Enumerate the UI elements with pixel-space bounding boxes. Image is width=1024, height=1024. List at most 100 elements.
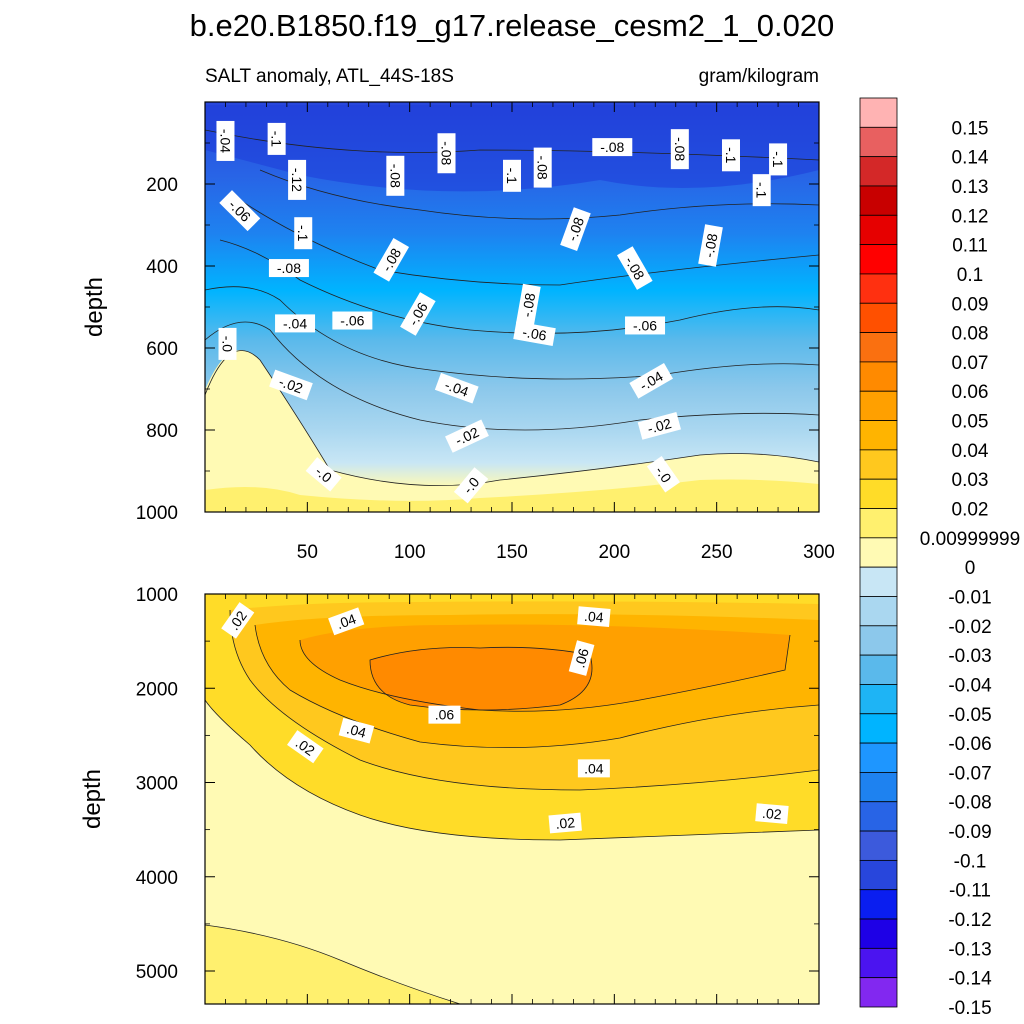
contour-label: -.08: [516, 283, 541, 327]
contour-label-text: -.06: [633, 317, 657, 333]
colorbar-swatch: [859, 772, 898, 803]
contour-label-text: .04: [334, 610, 358, 632]
colorbar-swatch: [859, 214, 898, 246]
colorbar-swatch: [859, 625, 898, 656]
contour-label-box: [338, 717, 375, 744]
contour-label-box: [400, 292, 436, 336]
colorbar-swatch: [859, 801, 898, 832]
contour-label-box: [617, 246, 653, 290]
contour-label-box: [646, 456, 681, 493]
y-tick-label: 800: [146, 421, 178, 442]
x-tick-label: 50: [297, 542, 318, 563]
contour-label: -.08: [592, 138, 633, 157]
contour-label: -.0: [218, 327, 237, 360]
colorbar-swatch: [859, 332, 898, 363]
colorbar-tick-label: -0.03: [948, 646, 991, 667]
colorbar-tick-label: -0.01: [948, 587, 991, 608]
contour-label-box: [267, 122, 286, 155]
contour-label-box: [218, 327, 237, 360]
contour-label-text: -.08: [600, 139, 624, 155]
contour-label: .02: [755, 803, 789, 824]
left-subtitle: SALT anomaly, ATL_44S-18S: [205, 66, 454, 87]
contour-label-text: -.06: [340, 313, 364, 329]
colorbar-tick-label: -0.14: [948, 969, 992, 990]
colorbar-tick-label: 0.04: [952, 441, 989, 462]
contour-label-box: [637, 412, 682, 440]
contour-label-text: -.0: [220, 336, 236, 353]
lower-panel-field: [205, 594, 819, 1004]
contour-label-box: [275, 314, 316, 333]
contour-label-text: -.08: [387, 164, 403, 188]
contour-label: -.02: [637, 412, 682, 440]
contour-label-box: [698, 224, 723, 267]
contour-label: -.04: [434, 372, 479, 404]
contour-label-box: [287, 730, 324, 764]
contour-label-box: [755, 803, 789, 824]
contour-label-box: [221, 602, 255, 639]
colorbar: 0.15 0.14 0.13 0.12 0.11 0.1 0.09 0.08 0.07 0.06 0…: [859, 97, 1020, 1019]
contour-label-text: .06: [571, 646, 592, 669]
colorbar-tick-label: 0.11: [952, 236, 988, 257]
x-tick-label: 300: [803, 542, 835, 563]
upper-contour-line: [259, 169, 819, 220]
colorbar-swatch: [859, 156, 898, 187]
contour-label-box: [294, 217, 313, 250]
contour-label-text: -.08: [439, 141, 455, 165]
contour-label-text: -.1: [504, 168, 520, 185]
y-tick-label: 2000: [136, 679, 178, 700]
colorbar-tick-label: -0.11: [949, 881, 991, 902]
contour-label: -.04: [275, 314, 316, 333]
contour-label-box: [629, 363, 673, 399]
chart-title: b.e20.B1850.f19_g17.release_cesm2_1_0.02…: [190, 8, 835, 43]
y-tick-label: 1000: [136, 585, 178, 606]
contour-label-box: [516, 283, 541, 327]
contour-label-text: .02: [555, 814, 576, 832]
colorbar-tick-label: 0.09: [952, 294, 989, 315]
y-tick-label: 4000: [136, 868, 178, 889]
colorbar-tick-label: 0.07: [952, 353, 989, 374]
colorbar-tick-label: 0.05: [952, 412, 989, 433]
contour-label-box: [513, 321, 556, 346]
contour-label: .04: [577, 606, 611, 627]
upper-y-axis-label: depth: [81, 277, 108, 337]
colorbar-swatch: [859, 537, 898, 568]
contour-label: .06: [568, 640, 595, 676]
x-tick-label: 150: [496, 542, 528, 563]
contour-label-text: -.08: [564, 215, 587, 243]
upper-contour-line: [239, 199, 819, 286]
colorbar-tick-label: 0.14: [952, 148, 989, 169]
colorbar-swatch: [859, 302, 898, 333]
colorbar-swatch: [859, 361, 898, 392]
contour-label: .04: [328, 607, 365, 636]
colorbar-tick-label: -0.15: [948, 998, 991, 1019]
contour-label-box: [437, 133, 456, 174]
units-label: gram/kilogram: [699, 66, 819, 87]
contour-label-box: [269, 369, 313, 401]
contour-label: -.06: [625, 316, 666, 335]
colorbar-tick-label: -0.07: [948, 763, 991, 784]
y-tick-label: 400: [146, 257, 178, 278]
colorbar-swatch: [859, 449, 898, 480]
contour-label-box: [288, 159, 307, 200]
contour-label-box: [577, 759, 610, 778]
contour-label-box: [373, 238, 410, 282]
contour-label: .02: [548, 812, 582, 834]
lower-axes: 1000 2000 3000 4000 5000: [136, 585, 820, 1004]
contour-label-text: -.08: [701, 232, 721, 259]
lower-y-axis-label: depth: [79, 769, 106, 829]
contour-label: -.08: [698, 224, 723, 267]
contour-label-box: [560, 207, 591, 251]
contour-label-box: [219, 190, 261, 232]
colorbar-tick-label: 0.00999999: [920, 529, 1020, 550]
y-tick-label: 5000: [136, 962, 178, 983]
contour-label-text: -.02: [277, 373, 305, 396]
contour-label-text: -.04: [443, 377, 471, 400]
colorbar-swatch: [859, 859, 898, 891]
colorbar-tick-label: 0.12: [952, 206, 989, 227]
colorbar-swatch: [859, 420, 898, 451]
contour-label-box: [428, 705, 461, 724]
colorbar-tick-label: -0.04: [948, 675, 992, 696]
contour-label-box: [216, 120, 235, 161]
lower-contour-line: [205, 924, 461, 1004]
colorbar-tick-label: 0: [965, 558, 976, 579]
